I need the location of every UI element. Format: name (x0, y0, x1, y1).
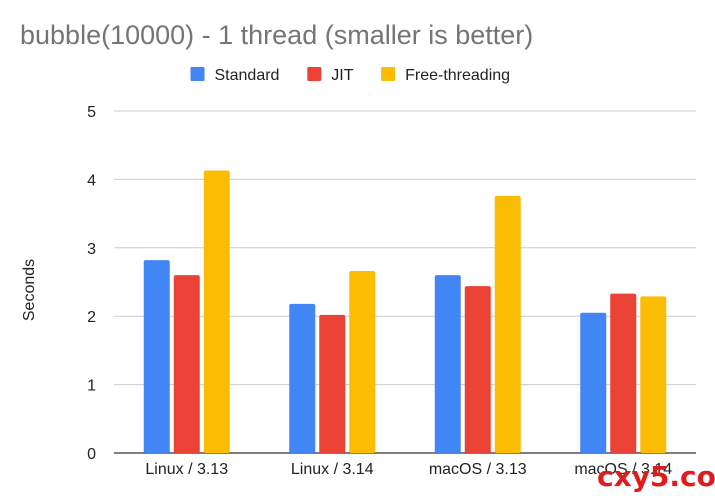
gridlines (114, 110, 696, 454)
legend-label: Free-threading (405, 67, 510, 84)
bar-standard (580, 312, 607, 453)
y-tick-label: 3 (87, 241, 96, 258)
y-tick-label: 0 (87, 446, 96, 463)
y-tick-label: 4 (87, 172, 96, 189)
y-axis-label: Seconds (21, 259, 38, 321)
bar-free-threading (349, 271, 376, 453)
bar-free-threading (640, 296, 667, 453)
y-axis-ticks: 0 1 2 3 4 5 (87, 104, 96, 463)
x-tick-label: Linux / 3.13 (145, 461, 228, 478)
legend-swatch (307, 67, 322, 81)
bars (143, 170, 667, 454)
legend-swatch (190, 67, 205, 81)
legend: Standard JIT Free-threading (190, 67, 510, 84)
legend-label: JIT (331, 67, 353, 84)
bar-jit (610, 293, 637, 453)
legend-label: Standard (215, 67, 280, 84)
watermark: cxy5.com (597, 460, 715, 493)
x-tick-label: macOS / 3.13 (429, 461, 527, 478)
bar-jit (464, 286, 491, 453)
bar-jit (173, 275, 200, 453)
y-tick-label: 2 (87, 309, 96, 326)
bar-jit (319, 314, 346, 453)
x-tick-label: macOS / 3.14 (574, 461, 672, 478)
bar-free-threading (494, 195, 521, 454)
y-tick-label: 1 (87, 378, 96, 395)
bar-free-threading (203, 170, 230, 453)
bar-standard (434, 275, 461, 453)
chart-title: bubble(10000) - 1 thread (smaller is bet… (20, 20, 533, 50)
x-axis-ticks: Linux / 3.13 Linux / 3.14 macOS / 3.13 macO… (145, 461, 672, 478)
bar-standard (289, 303, 316, 453)
x-tick-label: Linux / 3.14 (291, 461, 374, 478)
bar-standard (143, 260, 170, 453)
y-tick-label: 5 (87, 104, 96, 121)
legend-swatch (381, 67, 396, 81)
